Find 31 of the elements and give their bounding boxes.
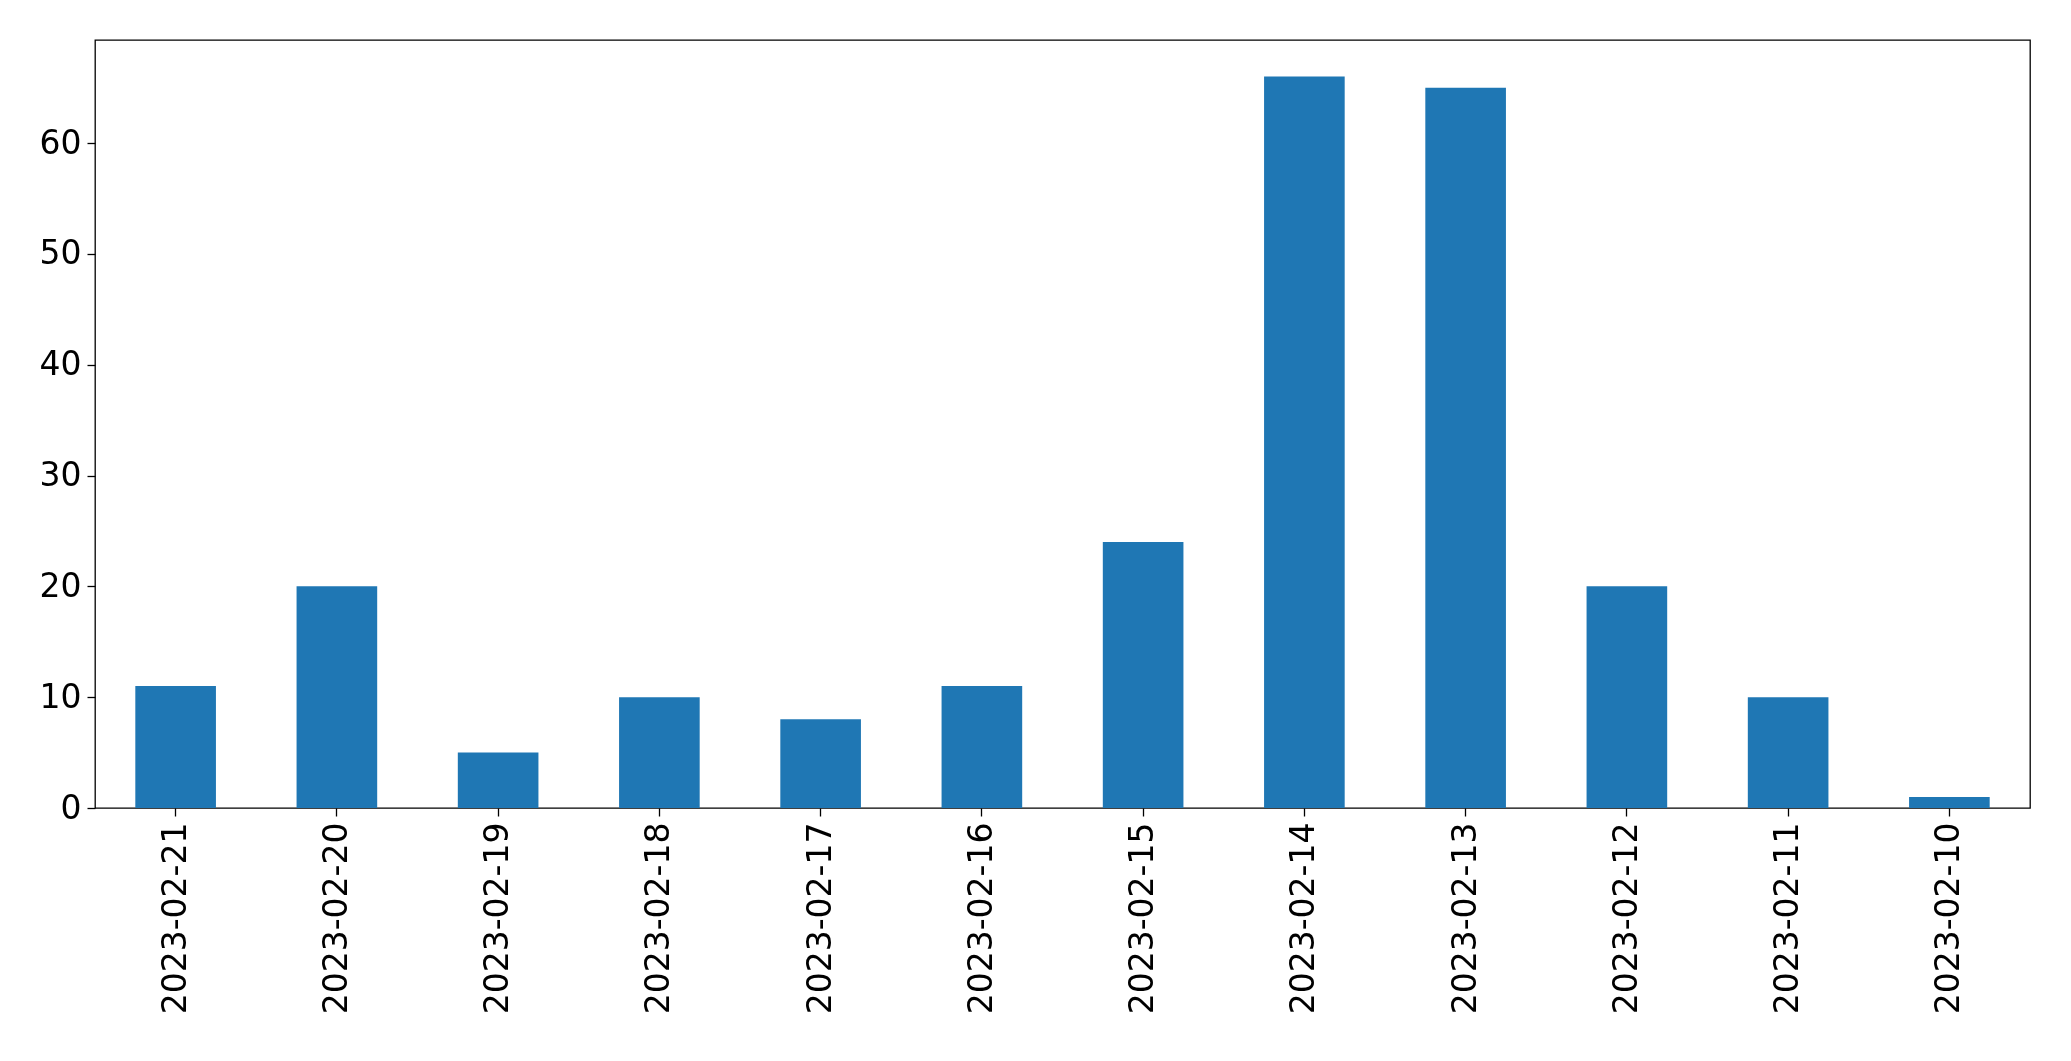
bar [1747, 697, 1829, 808]
x-tick-label: 2023-02-21 [154, 822, 194, 1015]
y-tick-label: 0 [60, 787, 82, 827]
bar [1264, 76, 1345, 808]
bar [1425, 87, 1506, 808]
x-tick-label: 2023-02-17 [799, 822, 839, 1015]
bar [135, 686, 216, 808]
bar [780, 719, 861, 808]
bar [1102, 542, 1184, 808]
x-tick-label: 2023-02-12 [1605, 822, 1645, 1015]
bar [619, 697, 700, 808]
x-tick-label: 2023-02-19 [477, 822, 517, 1015]
bar [296, 586, 378, 808]
y-tick-label: 30 [39, 455, 82, 495]
x-tick-label: 2023-02-16 [960, 822, 1000, 1015]
x-tick-label: 2023-02-13 [1444, 822, 1484, 1015]
y-tick-label: 20 [39, 565, 82, 605]
x-tick-label: 2023-02-10 [1928, 822, 1968, 1015]
bar [1909, 796, 1990, 808]
bar [941, 686, 1023, 808]
x-tick-label: 2023-02-18 [638, 822, 678, 1015]
x-tick-label: 2023-02-20 [315, 822, 355, 1015]
x-tick-label: 2023-02-15 [1122, 822, 1162, 1015]
x-tick-label: 2023-02-11 [1767, 822, 1807, 1015]
y-tick-label: 50 [39, 233, 82, 273]
bar [1586, 586, 1668, 808]
y-tick-label: 60 [39, 122, 82, 162]
y-tick-label: 40 [39, 344, 82, 384]
bar [457, 752, 539, 808]
x-tick-label: 2023-02-14 [1283, 822, 1323, 1015]
y-tick-label: 10 [39, 676, 82, 716]
